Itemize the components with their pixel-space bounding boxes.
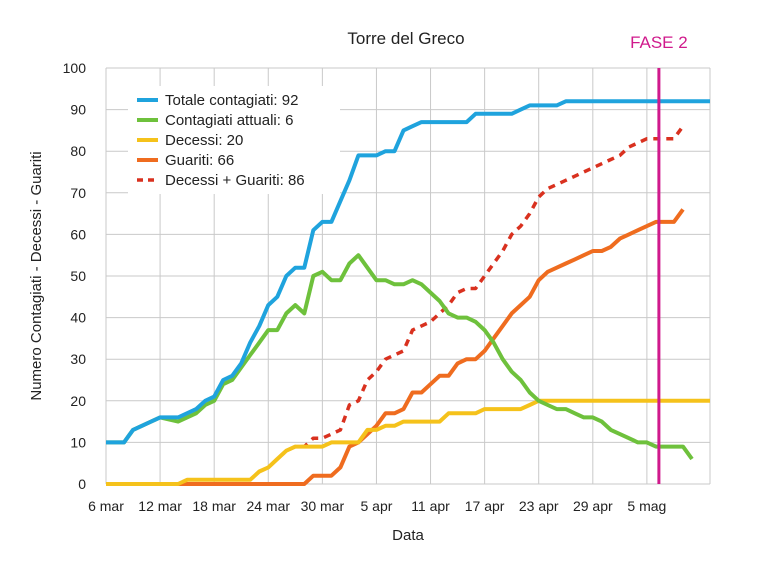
y-tick-label: 60 [70, 226, 86, 242]
series-line-4 [106, 125, 685, 486]
chart-title: Torre del Greco [347, 29, 464, 48]
x-tick-label: 6 mar [88, 498, 124, 514]
x-tick-label: 5 mag [627, 498, 666, 514]
y-tick-label: 80 [70, 143, 86, 159]
y-tick-label: 90 [70, 102, 86, 118]
legend-label-0: Totale contagiati: 92 [165, 92, 298, 109]
x-tick-label: 18 mar [192, 498, 236, 514]
x-tick-label: 17 apr [465, 498, 505, 514]
x-axis-label: Data [392, 527, 424, 544]
series-line-0 [106, 99, 710, 445]
legend: Totale contagiati: 92 Contagiati attuali:… [128, 86, 340, 194]
y-axis-label: Numero Contagiati - Decessi - Guariti [28, 151, 45, 400]
y-tick-label: 0 [78, 476, 86, 492]
y-tick-label: 70 [70, 185, 86, 201]
fase-annotation: FASE 2 [630, 33, 688, 484]
legend-label-3: Guariti: 66 [165, 152, 234, 169]
x-tick-label: 12 mar [138, 498, 182, 514]
series-line-1 [106, 253, 694, 461]
legend-label-2: Decessi: 20 [165, 132, 243, 149]
y-tick-label: 50 [70, 268, 86, 284]
legend-background [128, 86, 340, 194]
y-tick-label: 30 [70, 351, 86, 367]
y-axis-ticks: 0 10 20 30 40 50 60 70 80 90 100 [63, 60, 87, 492]
x-axis-ticks: 6 mar 12 mar 18 mar 24 mar 30 mar 5 apr 11 apr… [88, 498, 666, 514]
x-tick-label: 23 apr [519, 498, 559, 514]
x-tick-label: 5 apr [360, 498, 392, 514]
y-tick-label: 100 [63, 60, 87, 76]
fase-2-label: FASE 2 [630, 33, 688, 52]
series-line-2 [106, 398, 710, 486]
legend-label-1: Contagiati attuali: 6 [165, 112, 293, 129]
y-tick-label: 40 [70, 310, 86, 326]
x-tick-label: 30 mar [301, 498, 345, 514]
series-line-3 [106, 208, 685, 486]
series-lines [106, 99, 710, 486]
x-tick-label: 29 apr [573, 498, 613, 514]
y-tick-label: 10 [70, 434, 86, 450]
x-tick-label: 24 mar [246, 498, 290, 514]
y-tick-label: 20 [70, 393, 86, 409]
legend-label-4: Decessi + Guariti: 86 [165, 172, 305, 189]
grid-lines [105, 67, 711, 485]
x-tick-label: 11 apr [411, 498, 450, 514]
